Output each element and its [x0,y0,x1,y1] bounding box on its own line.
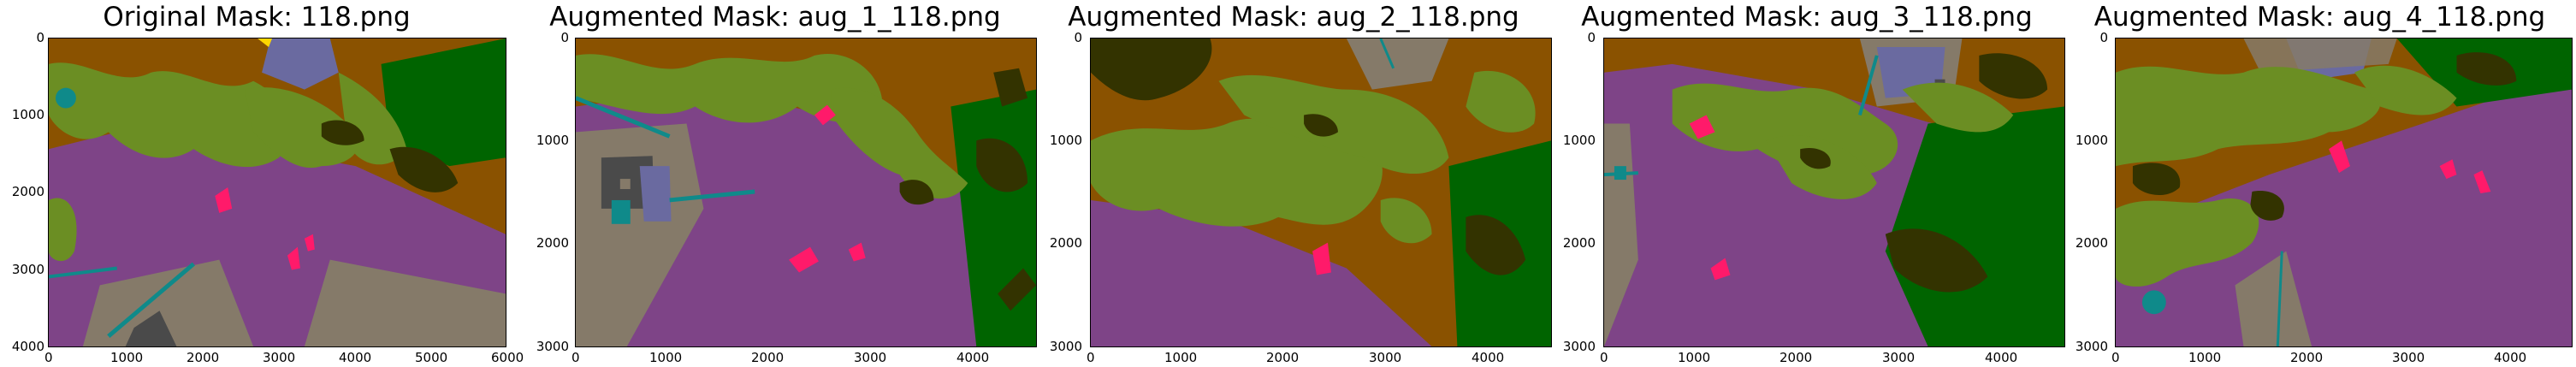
panel-title: Augmented Mask: aug_1_118.png [549,2,1001,33]
x-tick-label: 4000 [1472,350,1505,365]
y-tick-label: 1000 [2075,133,2108,148]
x-tick-label: 5000 [415,350,448,365]
x-tick-label: 4000 [339,350,372,365]
y-tick-label: 1000 [1562,133,1596,148]
x-tick-label: 3000 [854,350,887,365]
mask-image [48,38,506,347]
mask-image [2115,38,2573,347]
mask-panel-aug-2: Augmented Mask: aug_2_118.png 0 1000 200… [1037,0,1552,367]
y-tick-label: 2000 [11,184,44,199]
x-tick-label: 3000 [263,350,296,365]
x-tick-label: 2000 [2290,350,2324,365]
y-tick-label: 0 [1587,30,1596,45]
y-tick-label: 0 [36,30,44,45]
x-tick-label: 0 [44,350,53,365]
x-tick-label: 1000 [649,350,683,365]
y-tick-label: 1000 [11,107,44,122]
x-tick-label: 3000 [1882,350,1916,365]
x-tick-label: 2000 [1266,350,1300,365]
y-tick-label: 2000 [1562,235,1596,251]
panel-title: Augmented Mask: aug_2_118.png [1068,2,1519,33]
mask-panel-original: Original Mask: 118.png 0 1000 2000 3 [0,0,524,367]
x-tick-label: 1000 [2188,350,2222,365]
y-tick-label: 4000 [11,339,44,354]
x-tick-label: 1000 [1678,350,1711,365]
x-tick-label: 4000 [1985,350,2018,365]
mask-image [1090,38,1552,347]
x-tick-label: 0 [1600,350,1608,365]
x-tick-label: 2000 [187,350,220,365]
y-tick-label: 0 [560,30,569,45]
mask-panel-aug-4: Augmented Mask: aug_4_118.png 0 1000 200… [2064,0,2576,367]
y-tick-label: 0 [2099,30,2108,45]
mask-image [575,38,1037,347]
x-tick-label: 3000 [1369,350,1402,365]
y-tick-label: 2000 [1049,235,1082,251]
y-tick-label: 1000 [1049,133,1082,148]
x-tick-label: 2000 [751,350,785,365]
y-tick-label: 3000 [1049,339,1082,354]
y-tick-label: 1000 [536,133,569,148]
x-tick-label: 4000 [956,350,990,365]
y-tick-label: 0 [1074,30,1082,45]
y-tick-label: 2000 [536,235,569,251]
mask-panel-aug-3: Augmented Mask: aug_3_118.png 0 1000 200… [1550,0,2065,367]
y-tick-label: 2000 [2075,235,2108,251]
panel-title: Augmented Mask: aug_4_118.png [2093,2,2546,33]
x-tick-label: 6000 [491,350,524,365]
x-tick-label: 0 [571,350,580,365]
y-tick-label: 3000 [536,339,569,354]
panel-title: Augmented Mask: aug_3_118.png [1581,2,2033,33]
panel-title: Original Mask: 118.png [103,2,411,33]
x-tick-label: 4000 [2494,350,2527,365]
x-tick-label: 3000 [2392,350,2425,365]
x-tick-label: 1000 [110,350,144,365]
x-tick-label: 1000 [1164,350,1198,365]
y-tick-label: 3000 [2075,339,2108,354]
x-tick-label: 2000 [1780,350,1813,365]
x-tick-label: 0 [2111,350,2120,365]
y-tick-label: 3000 [1562,339,1596,354]
mask-panel-aug-1: Augmented Mask: aug_1_118.png 0 1000 200… [513,0,1037,367]
x-tick-label: 0 [1087,350,1095,365]
mask-image [1603,38,2065,347]
y-tick-label: 3000 [11,262,44,277]
